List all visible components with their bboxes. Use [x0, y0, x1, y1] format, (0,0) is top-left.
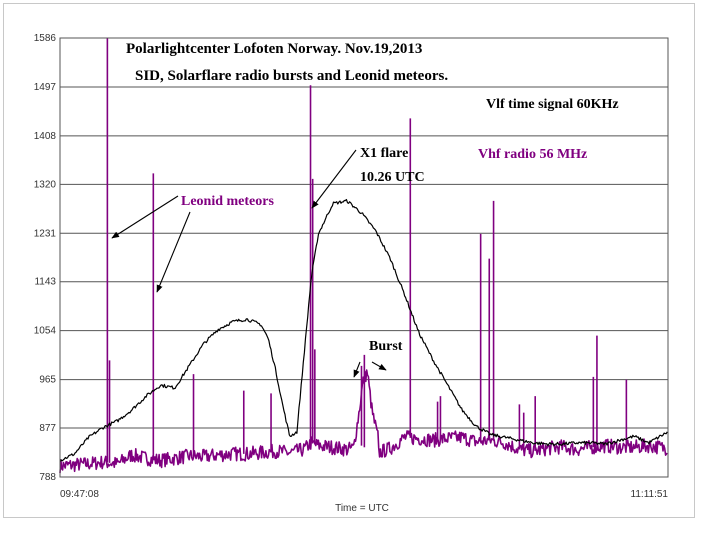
annotation-arrow [111, 195, 179, 239]
y-tick-label: 1054 [34, 326, 57, 337]
series-line-vlf [59, 198, 668, 463]
x-axis-ticks: 09:47:08 11:11:51 [60, 489, 668, 500]
series-lines [59, 38, 668, 474]
y-tick-label: 877 [39, 423, 56, 434]
annotation-leonid-meteors: Leonid meteors [181, 194, 274, 209]
chart-frame [3, 3, 695, 518]
x-tick-label: 11:11:51 [631, 489, 669, 500]
annotation-arrow [311, 149, 357, 209]
y-tick-label: 1497 [34, 82, 57, 93]
x-axis-title: Time = UTC [335, 503, 389, 514]
y-tick-label: 1320 [34, 179, 57, 190]
y-tick-label: 1586 [34, 33, 57, 44]
annotation-burst: Burst [369, 339, 403, 354]
annotation-x1-flare: X1 flare [360, 146, 408, 161]
y-tick-label: 788 [39, 472, 56, 483]
legend-vlf: Vlf time signal 60KHz [486, 97, 619, 112]
annotation-arrow [371, 361, 387, 371]
y-tick-label: 1231 [34, 228, 57, 239]
legend-vhf: Vhf radio 56 MHz [478, 147, 587, 162]
y-tick-label: 965 [39, 375, 56, 386]
plot-border [59, 37, 669, 478]
chart-title-line-2: SID, Solarflare radio bursts and Leonid … [135, 68, 448, 84]
y-tick-label: 1408 [34, 131, 57, 142]
annotation-arrows [111, 149, 387, 378]
x-tick-label: 09:47:08 [60, 489, 99, 500]
annotation-flare-time: 10.26 UTC [360, 170, 425, 185]
chart-title-line-1: Polarlightcenter Lofoten Norway. Nov.19,… [126, 41, 422, 57]
annotation-arrow [353, 361, 361, 378]
annotation-arrow [156, 211, 191, 293]
y-tick-label: 1143 [34, 277, 56, 288]
y-axis-ticks: 788 877 965 1054 1143 1231 1320 1408 1497 1586 [34, 33, 57, 483]
